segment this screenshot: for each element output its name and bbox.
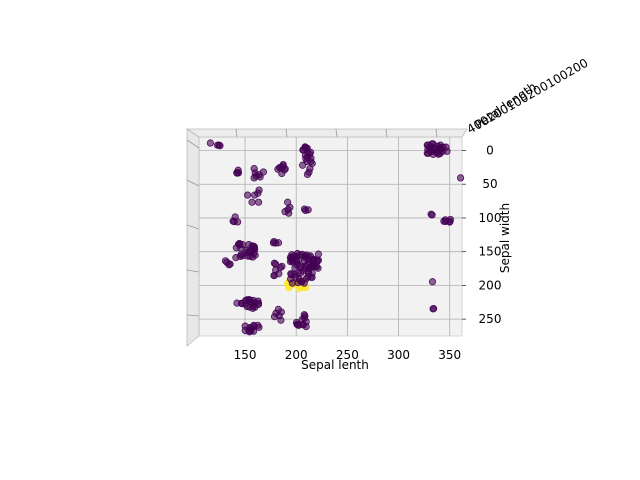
left-edge-ticks	[186, 139, 200, 317]
y-axis-label: Sepal width	[498, 203, 512, 273]
scatter-point-class-0	[297, 263, 305, 271]
scatter-point-class-0	[239, 241, 247, 249]
scatter-point-class-0	[440, 217, 448, 225]
scatter-point-class-0	[277, 316, 285, 324]
scatter-point-class-0	[428, 278, 437, 286]
scatter-point-class-0	[270, 271, 278, 280]
y-tick-label: 0	[486, 143, 494, 157]
scatter-point-class-0	[246, 303, 254, 311]
x-axis-label: Sepal lenth	[301, 358, 369, 372]
scatter-point-class-0	[427, 148, 435, 156]
scatter-point-class-0	[301, 206, 310, 215]
scatter-point-class-0	[278, 262, 286, 270]
scatter-point-class-0	[234, 218, 242, 226]
scatter-point-class-0	[277, 308, 285, 316]
z-tick-labels: 400200100200100200	[465, 56, 591, 137]
scatter-point-class-0	[287, 256, 296, 264]
y-tick-label: 50	[482, 177, 497, 191]
axes-frame	[185, 128, 468, 347]
y-tick-labels: 0 50 100 150 200 250	[462, 143, 501, 326]
scatter-point-class-0	[270, 259, 278, 267]
scatter-point-class-0	[307, 273, 315, 281]
scatter-point-class-0	[270, 313, 279, 321]
scatter-point-class-0	[255, 186, 263, 194]
x-tick-label: 350	[438, 348, 461, 362]
x-tick-label: 200	[285, 348, 308, 362]
scatter-points	[206, 139, 465, 336]
scatter-point-class-0	[223, 258, 231, 266]
scatter-point-class-0	[313, 257, 321, 266]
scatter-point-class-0	[314, 264, 322, 272]
scatter-point-class-0	[456, 174, 465, 182]
scatter-point-class-0	[255, 171, 263, 179]
top-edge-ticks	[235, 128, 438, 138]
scatter-point-class-0	[300, 314, 309, 322]
scatter-point-class-0	[303, 153, 312, 161]
x-tick-labels: 150 200 250 300 350	[234, 348, 462, 362]
scatter-point-class-0	[232, 254, 240, 262]
scatter-point-class-0	[299, 161, 307, 169]
scatter-point-class-0	[442, 143, 450, 151]
scatter-point-class-0	[250, 174, 258, 182]
top-side-pane	[185, 128, 468, 138]
y-tick-label: 150	[479, 245, 502, 259]
scatter-point-class-0	[254, 198, 263, 206]
scatter-point-class-0	[254, 297, 262, 305]
x-tick-label: 250	[336, 348, 359, 362]
scatter-point-class-0	[272, 239, 280, 247]
y-tick-label: 200	[479, 278, 502, 292]
scatter-point-class-0	[250, 322, 258, 331]
scatter-point-class-0	[284, 198, 292, 206]
scatter-point-class-0	[245, 296, 253, 304]
scatter-point-class-0	[245, 326, 253, 335]
scatter-point-class-0	[301, 143, 309, 151]
scatter-point-class-0	[434, 150, 442, 158]
x-tick-label: 150	[234, 348, 257, 362]
scatter-point-class-0	[428, 211, 436, 219]
scatter-point-class-0	[250, 245, 258, 253]
scatter-point-class-0	[234, 166, 242, 174]
scatter-point-class-0	[294, 278, 302, 287]
x-tick-label: 300	[387, 348, 410, 362]
scatter-point-class-0	[206, 139, 214, 147]
scatter-point-class-0	[429, 305, 437, 313]
scatter-point-class-0	[297, 269, 305, 277]
left-side-pane	[186, 128, 200, 347]
scatter-point-class-0	[284, 205, 292, 214]
scatter-point-class-0	[245, 241, 253, 249]
scatter-point-class-0	[250, 165, 258, 173]
scatter-point-class-0	[280, 166, 288, 174]
scatter-point-class-0	[298, 250, 306, 258]
scatter-point-class-0	[233, 299, 241, 307]
scatter-point-class-0	[306, 165, 314, 173]
scatter-point-class-0	[213, 141, 222, 149]
scatter-point-class-0	[244, 191, 252, 199]
y-tick-label: 250	[479, 312, 502, 326]
scatter-point-class-0	[302, 322, 310, 331]
scatter-point-class-0	[446, 215, 455, 224]
y-tick-label: 100	[479, 211, 502, 225]
scatter-point-class-0	[248, 198, 256, 206]
scatter-point-class-0	[314, 250, 323, 258]
